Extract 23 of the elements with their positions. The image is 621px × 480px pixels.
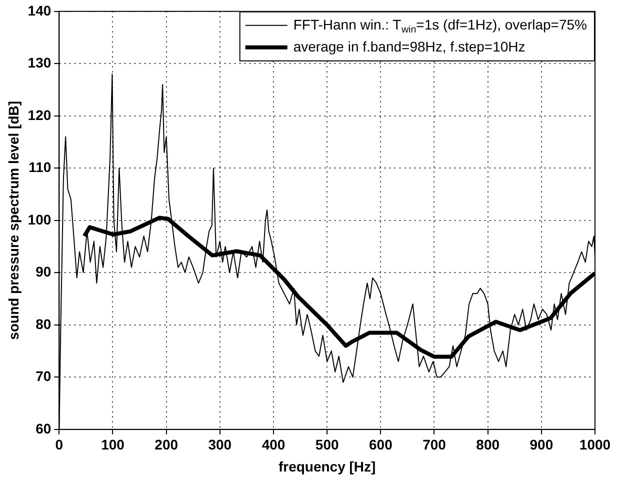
x-tick-label: 700 xyxy=(422,436,446,453)
x-tick-label: 600 xyxy=(368,436,393,453)
x-tick-label: 100 xyxy=(101,436,125,453)
x-axis-title: frequency [Hz] xyxy=(278,458,376,474)
y-tick-label: 130 xyxy=(28,54,52,71)
x-tick-label: 500 xyxy=(315,436,339,453)
y-tick-label: 90 xyxy=(36,264,52,280)
y-tick-label: 120 xyxy=(28,106,52,123)
x-tick-label: 400 xyxy=(262,436,286,453)
x-tick-label: 300 xyxy=(208,436,232,453)
y-axis-title: sound pressure spectrum level [dB] xyxy=(5,100,22,340)
y-tick-label: 80 xyxy=(36,316,52,332)
y-tick-label: 60 xyxy=(36,420,52,436)
y-tick-label: 100 xyxy=(28,211,52,228)
x-tick-label: 200 xyxy=(154,436,178,453)
x-tick-label: 800 xyxy=(476,436,500,453)
y-tick-label: 110 xyxy=(28,159,52,176)
y-tick-label: 140 xyxy=(28,2,52,18)
x-tick-label: 900 xyxy=(530,436,554,453)
x-tick-label: 0 xyxy=(55,436,64,453)
x-tick-label: 1000 xyxy=(579,436,611,453)
y-tick-label: 70 xyxy=(36,368,52,384)
legend-label: average in f.band=98Hz, f.step=10Hz xyxy=(293,38,526,54)
